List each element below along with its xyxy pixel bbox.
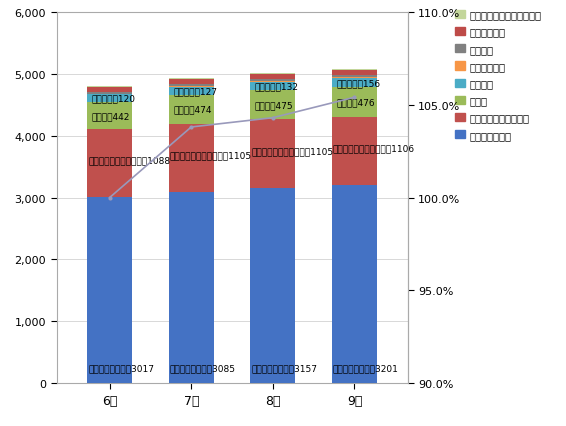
Bar [332, 186, 377, 383]
Text: ガリテコ、127: ガリテコ、127 [173, 87, 217, 96]
Bar [169, 85, 214, 87]
Bar [250, 83, 295, 91]
Text: カレコ、474: カレコ、474 [173, 106, 212, 115]
Bar [332, 78, 377, 88]
Bar [87, 130, 132, 197]
Bar [169, 124, 214, 193]
Text: ガリテコ、120: ガリテコ、120 [92, 94, 136, 104]
Text: ガリテコ、156: ガリテコ、156 [337, 79, 381, 88]
Bar [169, 193, 214, 383]
Text: ガリテコ、132: ガリテコ、132 [255, 82, 299, 91]
Text: オリックスカーシェア、1106: オリックスカーシェア、1106 [333, 144, 415, 153]
Text: タイムズプラス、3201: タイムズプラス、3201 [333, 363, 399, 372]
Text: オリックスカーシェア、1088: オリックスカーシェア、1088 [88, 156, 170, 165]
Bar [332, 117, 377, 186]
Bar [87, 95, 132, 103]
Text: カレコ、475: カレコ、475 [255, 101, 294, 110]
Bar [87, 86, 132, 88]
Bar [169, 87, 214, 95]
Bar [250, 188, 295, 383]
Text: カレコ、476: カレコ、476 [337, 98, 375, 107]
Bar [332, 71, 377, 76]
Bar [87, 197, 132, 383]
Bar [250, 75, 295, 80]
Bar [250, 91, 295, 120]
Bar [87, 88, 132, 92]
Bar [169, 80, 214, 85]
Bar [332, 88, 377, 117]
Bar [250, 82, 295, 83]
Text: オリックスカーシェア、1105: オリックスカーシェア、1105 [251, 147, 333, 155]
Bar [332, 76, 377, 78]
Text: タイムズプラス、3085: タイムズプラス、3085 [170, 363, 235, 372]
Text: カレコ、442: カレコ、442 [92, 112, 130, 121]
Bar [250, 120, 295, 188]
Text: タイムズプラス、3017: タイムズプラス、3017 [88, 363, 154, 372]
Bar [87, 92, 132, 95]
Bar [332, 69, 377, 71]
Bar [169, 95, 214, 124]
Bar [169, 79, 214, 80]
Text: オリックスカーシェア、1105: オリックスカーシェア、1105 [170, 151, 252, 160]
Bar [250, 74, 295, 75]
Text: タイムズプラス、3157: タイムズプラス、3157 [251, 363, 318, 372]
Bar [87, 103, 132, 130]
Bar [250, 80, 295, 82]
Legend: ガリバーカーシェアメイト, まちのりくん, エコロカ, アース・カー, ガリテコ, カレコ, オリックスカーシェア, タイムズプラス: ガリバーカーシェアメイト, まちのりくん, エコロカ, アース・カー, ガリテコ… [454, 10, 542, 141]
